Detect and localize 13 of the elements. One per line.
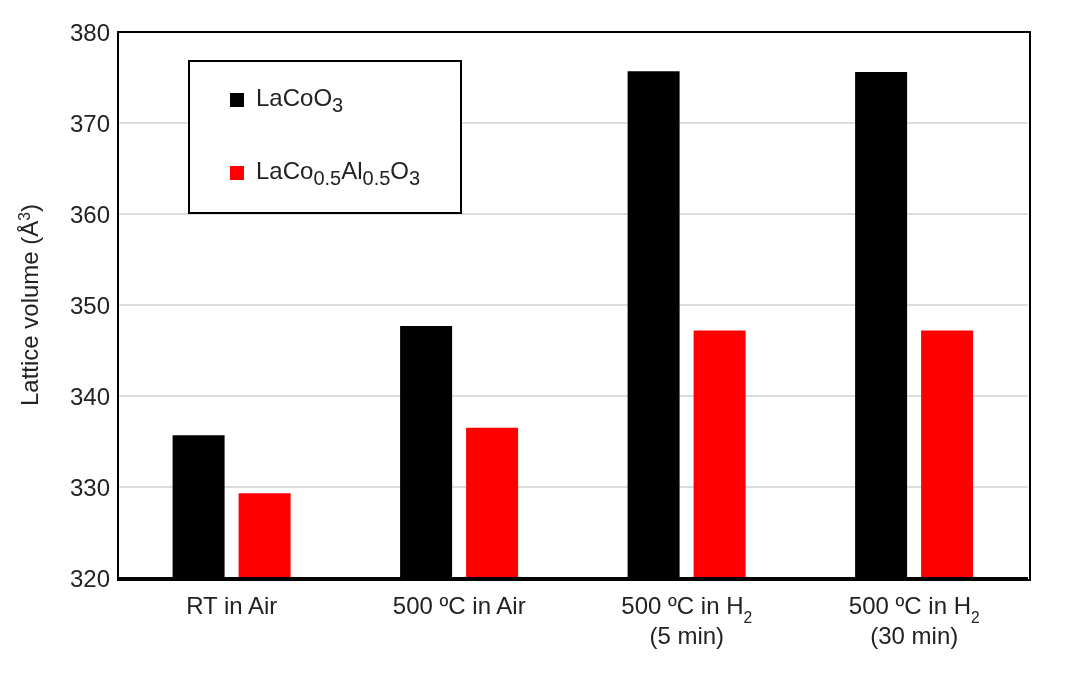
legend-label: LaCo$_{0.5}$Al$_{0.5}$O$_{3}$ bbox=[256, 156, 421, 190]
y-tick-label: 370 bbox=[69, 109, 110, 137]
y-tick-label: 380 bbox=[69, 18, 110, 46]
legend-label: LaCoO$_{3}$ bbox=[256, 84, 344, 117]
x-tick-label: 500 ºC in H$_{2}$ (30 min) bbox=[848, 592, 980, 649]
x-tick-label: 500 ºC in Air bbox=[392, 592, 526, 619]
y-tick-label: 360 bbox=[69, 200, 110, 228]
x-tick-label: RT in Air bbox=[186, 592, 278, 619]
y-tick-label: 340 bbox=[69, 382, 110, 410]
category-label: 500 ºC in H$_{2}$ (5 min) bbox=[621, 592, 753, 649]
y-tick-label: 330 bbox=[69, 473, 110, 501]
y-tick-label: 320 bbox=[69, 564, 110, 592]
y-tick-label: 350 bbox=[69, 291, 110, 319]
